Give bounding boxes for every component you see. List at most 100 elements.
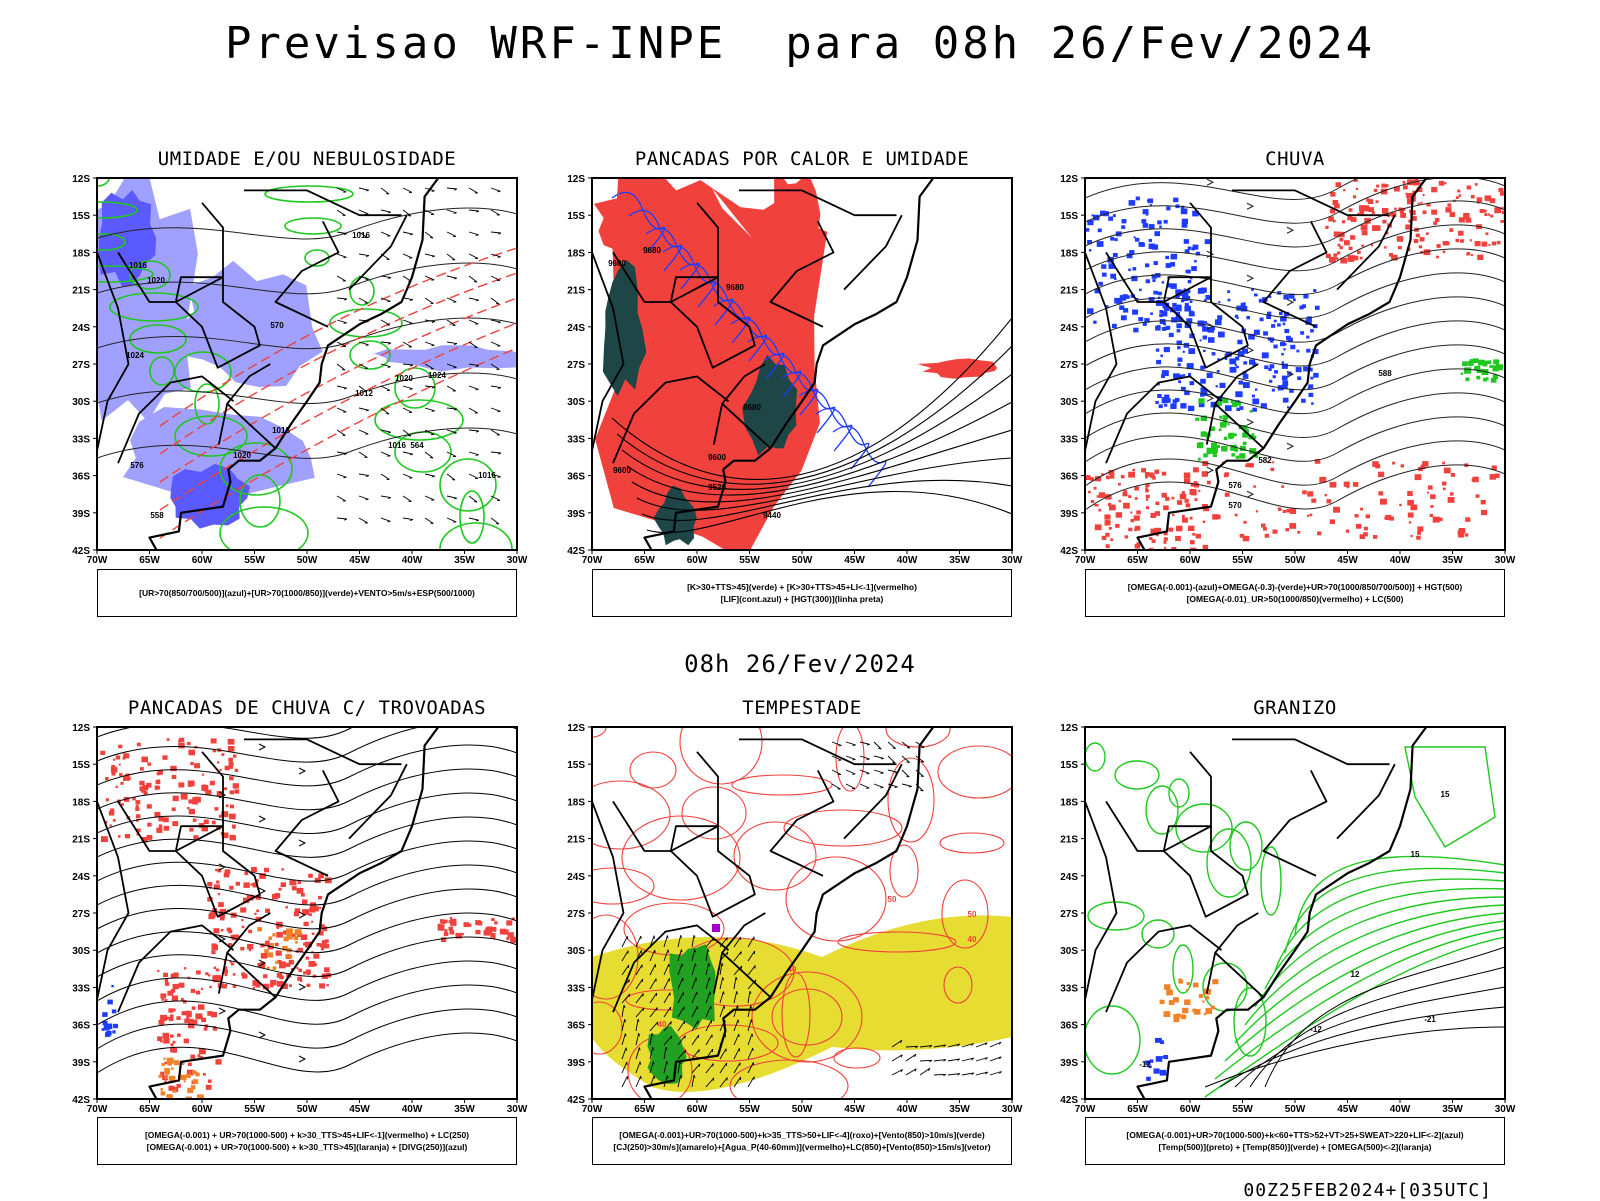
precip-cell [1207,481,1211,485]
precip-cell [1113,214,1116,217]
legend-line: [OMEGA(-0.001)-(azul)+OMEGA(-0.3)-(verde… [1086,581,1504,593]
wind-vector-head [866,773,869,774]
precip-cell [102,1012,107,1017]
map-plot-area: 1016101610201024101210201016101810241020… [59,54,543,575]
contour-label: 12 [1351,970,1360,979]
precip-cell [1162,400,1166,403]
precip-cell [1201,432,1207,437]
precip-cell [1186,503,1191,507]
precip-cell [240,907,246,912]
precip-cell [113,819,116,822]
precip-cell [275,961,278,964]
contour-label: -12 [1139,1060,1151,1069]
precip-cell [1403,185,1408,189]
precip-cell [1270,339,1273,342]
precip-cell [286,963,291,967]
wind-vector-head [713,1064,714,1067]
precip-cell [215,1059,221,1064]
lat-label: 12S [1060,174,1078,185]
precip-cell [1145,489,1149,492]
precip-cell [1343,189,1345,191]
precip-cell [320,943,325,947]
precip-cell [263,974,267,978]
lat-label: 33S [567,434,585,445]
lat-label: 33S [1060,983,1078,994]
precip-cell [1373,535,1377,539]
precip-cell [192,1006,196,1009]
lat-label: 12S [567,723,585,734]
precip-cell [1280,342,1285,346]
precip-cell [1146,213,1149,216]
precip-cell [1493,359,1499,364]
contour-label: 1024 [428,371,446,380]
precip-cell [1155,502,1159,506]
precip-cell [1156,300,1163,306]
precip-cell [112,1009,117,1013]
precip-cell [164,1058,166,1060]
contour-label: 15 [1441,790,1450,799]
precip-cell [1462,361,1468,366]
precip-cell [1184,473,1191,479]
precip-cell [265,909,270,913]
precip-cell [231,963,234,966]
precip-cell [1202,327,1207,331]
lon-label: 55W [1232,1104,1253,1115]
wind-vector-head [476,389,479,390]
precip-cell [1153,291,1157,295]
precip-cell [1310,377,1313,380]
wind-vector-head [699,1050,700,1053]
precip-cell [1143,223,1148,228]
lat-label: 39S [1060,1058,1078,1069]
precip-cell [1450,492,1454,495]
precip-cell [1224,437,1228,440]
precip-cell [1430,494,1436,499]
precip-cell [142,785,148,790]
precip-cell [1486,377,1489,380]
precip-cell [1106,544,1110,548]
precip-cell [319,983,325,988]
precip-cell [228,739,235,745]
precip-cell [212,821,216,825]
precip-cell [205,972,208,975]
precip-cell [1481,500,1486,505]
precip-cell [156,828,162,833]
precip-cell [1128,269,1131,272]
lon-label: 55W [244,1104,265,1115]
lat-label: 30S [72,397,90,408]
precip-cell [1097,241,1104,247]
wind-vector-head [476,455,479,456]
precip-cell [1293,299,1296,302]
precip-cell [1220,383,1226,388]
precip-cell [1181,300,1184,303]
precip-cell [1333,508,1335,510]
precip-cell [1263,331,1268,335]
precip-cell [1286,509,1290,513]
precip-cell [1415,474,1422,480]
precip-cell [1217,315,1222,319]
precip-cell [1231,453,1235,456]
precip-cell [1177,358,1182,362]
precip-cell [1260,318,1264,322]
precip-cell [1181,1015,1186,1020]
precip-cell [188,1063,192,1067]
precip-cell [1487,360,1491,364]
precip-cell [1212,979,1218,984]
wind-vector-head [668,950,669,953]
lat-label: 24S [72,323,90,334]
precip-cell [229,776,234,780]
wind-vector-head [893,748,896,749]
contour-label: 40 [658,1020,667,1029]
contour-label: 1016 [352,231,370,240]
precip-cell [218,893,220,895]
wind-vector-head [344,477,347,478]
precip-cell [506,937,509,940]
precip-cell [181,998,184,1001]
precip-cell [1423,211,1427,215]
precip-cell [1486,232,1489,235]
precip-cell [1156,360,1161,364]
precip-cell [206,1085,212,1090]
precip-cell [165,1076,168,1079]
precip-cell [304,922,309,927]
precip-cell [510,937,517,943]
precip-cell [1463,213,1470,219]
